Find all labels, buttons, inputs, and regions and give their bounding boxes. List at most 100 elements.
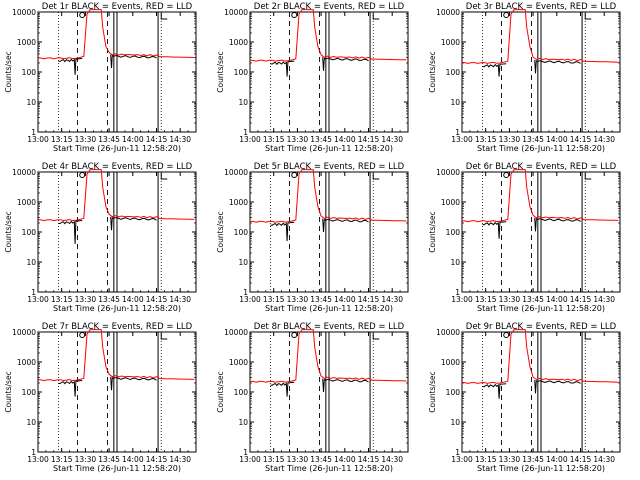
marker-bracket [372,333,380,340]
chart-title: Det 2r BLACK = Events, RED = LLD [254,2,405,12]
y-axis-label: Counts/sec [216,371,225,412]
y-axis-label: Counts/sec [428,371,437,412]
series-line-events [110,54,157,69]
x-tick-label: 14:15 [146,295,168,304]
x-tick-label: 13:45 [310,135,332,144]
series-line-lld [249,9,407,62]
x-tick-label: 14:30 [593,455,615,464]
y-tick-label: 100 [446,68,461,77]
x-tick-label: 14:15 [570,135,592,144]
marker-circle [79,12,86,18]
x-tick-label: 13:30 [75,455,97,464]
x-axis-label: Start Time (26-Jun-11 12:58:20) [53,144,181,153]
y-tick-label: 10 [450,98,460,107]
x-tick-label: 14:15 [358,455,380,464]
marker-bracket [160,173,168,180]
chart-panel-5: Det 5r BLACK = Events, RED = LLD 1 10 100 10… [216,162,409,313]
x-tick-label: 13:30 [499,135,521,144]
y-tick-label: 10000 [224,328,248,337]
x-tick-label: 14:30 [381,455,403,464]
y-tick-label: 1000 [229,198,248,207]
x-tick-label: 13:45 [522,295,544,304]
chart-title: Det 3r BLACK = Events, RED = LLD [466,2,617,12]
y-tick-label: 10 [450,258,460,267]
y-tick-label: 10 [238,98,248,107]
x-tick-label: 14:15 [146,455,168,464]
y-tick-label: 10 [450,418,460,427]
chart-title: Det 5r BLACK = Events, RED = LLD [254,162,405,172]
y-tick-label: 10000 [12,328,36,337]
x-tick-label: 13:30 [75,295,97,304]
x-tick-label: 13:00 [239,135,261,144]
series-line-events [534,379,581,394]
x-tick-label: 14:15 [358,295,380,304]
series-line-events [534,217,581,232]
x-axis-label: Start Time (26-Jun-11 12:58:20) [265,304,393,313]
chart-panel-7: Det 7r BLACK = Events, RED = LLD 1 10 100 10… [4,322,197,473]
chart-panel-1: Det 1r BLACK = Events, RED = LLD 1 10 100 10… [4,2,197,153]
y-tick-label: 100 [22,68,37,77]
y-tick-label: 1000 [229,38,248,47]
marker-bracket [584,13,592,20]
x-tick-label: 13:15 [51,295,73,304]
y-tick-label: 10 [238,418,248,427]
series-line-events [270,221,295,242]
x-tick-label: 13:45 [522,455,544,464]
y-tick-label: 1000 [17,38,36,47]
y-tick-label: 10000 [12,168,36,177]
y-tick-label: 10 [26,258,36,267]
y-axis-label: Counts/sec [428,211,437,252]
series-line-events [322,218,369,233]
x-axis-label: Start Time (26-Jun-11 12:58:20) [265,464,393,473]
y-tick-label: 1 [455,288,460,297]
y-tick-label: 10 [26,418,36,427]
y-tick-label: 1 [455,448,460,457]
marker-circle [79,332,86,338]
x-tick-label: 13:15 [475,455,497,464]
chart-panel-3: Det 3r BLACK = Events, RED = LLD 1 10 100 10… [428,2,621,153]
y-tick-label: 10000 [224,168,248,177]
series-line-events [270,381,295,397]
y-tick-label: 1 [455,128,460,137]
x-tick-label: 13:45 [98,455,120,464]
y-tick-label: 1 [243,448,248,457]
x-tick-label: 13:00 [27,135,49,144]
series-line-lld [249,329,407,383]
y-tick-label: 10000 [12,8,36,17]
x-tick-label: 13:45 [98,135,120,144]
series-line-lld [249,169,407,223]
series-line-lld [461,329,619,384]
marker-circle [291,12,298,18]
series-line-lld [461,9,619,64]
y-tick-label: 10000 [436,168,460,177]
chart-title: Det 9r BLACK = Events, RED = LLD [466,322,617,332]
x-tick-label: 14:00 [334,135,356,144]
x-tick-label: 14:00 [546,455,568,464]
series-line-events [270,60,295,77]
chart-panel-8: Det 8r BLACK = Events, RED = LLD 1 10 100 10… [216,322,409,473]
series-line-events [58,220,83,244]
y-tick-label: 100 [22,388,37,397]
y-tick-label: 100 [22,228,37,237]
x-tick-label: 13:30 [287,455,309,464]
x-tick-label: 14:00 [122,295,144,304]
x-axis-label: Start Time (26-Jun-11 12:58:20) [477,464,605,473]
series-line-events [58,380,83,397]
x-axis-label: Start Time (26-Jun-11 12:58:20) [477,304,605,313]
marker-circle [291,172,298,178]
y-axis-label: Counts/sec [216,211,225,252]
y-tick-label: 100 [446,228,461,237]
series-line-events [110,216,157,231]
chart-title: Det 4r BLACK = Events, RED = LLD [42,162,193,172]
y-tick-label: 1000 [17,358,36,367]
x-tick-label: 13:30 [287,295,309,304]
x-tick-label: 14:15 [570,455,592,464]
y-tick-label: 100 [234,388,249,397]
x-tick-label: 13:45 [310,455,332,464]
series-line-events [534,59,581,74]
x-tick-label: 13:00 [239,295,261,304]
y-tick-label: 1 [243,128,248,137]
x-axis-label: Start Time (26-Jun-11 12:58:20) [53,464,181,473]
y-tick-label: 10000 [436,328,460,337]
x-tick-label: 13:30 [75,135,97,144]
